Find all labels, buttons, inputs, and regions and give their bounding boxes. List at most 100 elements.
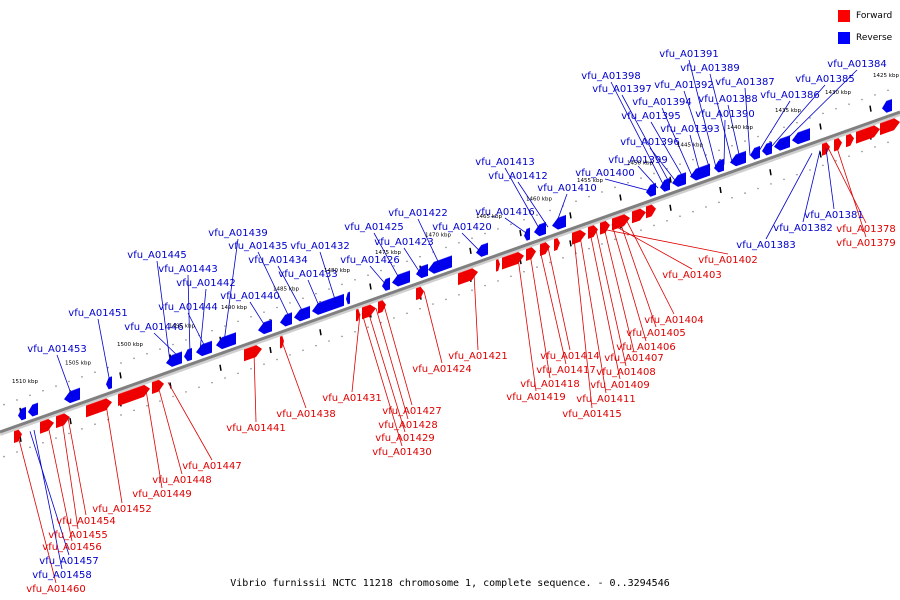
leader-line	[547, 247, 571, 351]
gene-label: vfu_A01378	[836, 224, 895, 235]
reverse-swatch	[838, 32, 850, 44]
scale-dot	[81, 428, 83, 430]
gene-label: vfu_A01409	[590, 380, 649, 391]
leader-line	[97, 318, 111, 383]
leader-line	[473, 273, 479, 351]
scale-dot	[419, 307, 421, 310]
gene-label: vfu_A01433	[278, 269, 337, 280]
gene-label: vfu_A01430	[372, 447, 431, 458]
leader-line	[683, 90, 711, 170]
leader-line	[253, 351, 257, 423]
gene-label: vfu_A01416	[475, 207, 534, 218]
leader-line	[517, 257, 537, 392]
leader-line	[17, 435, 57, 584]
scale-dot	[263, 363, 265, 365]
axis-shadow	[0, 112, 900, 436]
reverse-gene-arrow	[294, 305, 310, 322]
scale-tick-label: 1440 kbp	[727, 125, 753, 131]
gene-highlight	[55, 412, 65, 417]
scale-tick-label: 1465 kbp	[476, 214, 502, 220]
gene-label: vfu_A01454	[56, 516, 115, 527]
leader-line	[504, 217, 529, 235]
gene-highlight	[171, 350, 183, 356]
gene-highlight	[587, 224, 594, 228]
scale-dot	[614, 238, 616, 241]
leader-line	[825, 148, 835, 210]
forward-gene-arrow	[118, 384, 150, 407]
leader-line	[781, 69, 858, 145]
scale-dot	[510, 223, 512, 226]
leader-line	[223, 238, 239, 343]
legend-item-forward: Forward	[838, 9, 892, 23]
gene-highlight	[285, 311, 293, 315]
scale-dot	[770, 183, 772, 185]
reverse-gene-arrow	[476, 242, 488, 257]
scale-dot	[68, 432, 70, 435]
scale-dot	[497, 280, 499, 282]
scale-dot	[120, 414, 122, 416]
scale-dot	[796, 121, 798, 124]
leader-line	[361, 313, 403, 447]
scale-dot	[29, 446, 31, 449]
gene-label: vfu_A01445	[127, 250, 186, 261]
gene-label: vfu_A01428	[378, 420, 437, 431]
gene-label: vfu_A01415	[562, 409, 621, 420]
gene-label: vfu_A01421	[448, 351, 507, 362]
scale-tick	[819, 151, 822, 158]
scale-tick	[469, 247, 472, 255]
leader-line	[383, 305, 413, 406]
gene-label: vfu_A01391	[659, 49, 718, 60]
scale-dot	[627, 181, 629, 184]
reverse-gene-arrow	[216, 332, 236, 350]
reverse-gene-arrow	[750, 145, 760, 160]
gene-label: vfu_A01457	[39, 556, 98, 567]
scale-dot	[94, 371, 96, 374]
reverse-gene-arrow	[312, 293, 344, 315]
leader-line	[637, 165, 659, 189]
gene-highlight	[495, 258, 499, 261]
leader-line	[579, 235, 607, 394]
gene-highlight	[117, 384, 145, 395]
gene-label: vfu_A01417	[536, 365, 595, 376]
scale-tick-label: 1475 kbp	[375, 250, 401, 256]
leader-line	[621, 94, 671, 184]
reverse-gene-arrow	[774, 135, 790, 151]
leader-line	[769, 84, 826, 149]
leader-line	[461, 232, 481, 252]
gene-label: vfu_A01420	[432, 222, 491, 233]
leader-line	[723, 119, 726, 165]
scale-dot	[653, 172, 655, 175]
axis-line	[0, 110, 900, 434]
scale-dot	[536, 214, 538, 216]
gene-label: vfu_A01407	[604, 353, 663, 364]
leader-line	[611, 224, 647, 342]
gene-highlight	[797, 127, 811, 133]
scale-dot	[55, 437, 57, 439]
gene-label: vfu_A01447	[182, 461, 241, 472]
gene-highlight	[735, 150, 747, 155]
scale-dot	[276, 306, 278, 309]
forward-gene-arrow	[880, 118, 900, 136]
scale-tick	[219, 364, 222, 371]
gene-label: vfu_A01381	[804, 210, 863, 221]
leader-line	[649, 147, 677, 182]
reverse-gene-arrow	[196, 340, 212, 357]
scale-dot	[224, 325, 226, 327]
scale-dot	[3, 403, 5, 406]
scale-dot	[887, 141, 889, 144]
scale-tick	[619, 194, 622, 201]
gene-highlight	[21, 406, 27, 409]
gene-label: vfu_A01456	[42, 542, 101, 553]
forward-gene-arrow	[458, 268, 478, 286]
leader-line	[307, 279, 321, 309]
scale-dot	[653, 224, 655, 227]
forward-gene-arrow	[540, 242, 550, 256]
scale-dot	[16, 451, 18, 453]
scale-dot	[380, 269, 382, 272]
reverse-gene-arrow	[280, 312, 292, 327]
scale-tick-label: 1490 kbp	[221, 305, 247, 311]
gene-highlight	[855, 124, 875, 133]
gene-label: vfu_A01386	[760, 90, 819, 101]
scale-dot	[666, 220, 668, 222]
scale-tick	[769, 169, 772, 176]
